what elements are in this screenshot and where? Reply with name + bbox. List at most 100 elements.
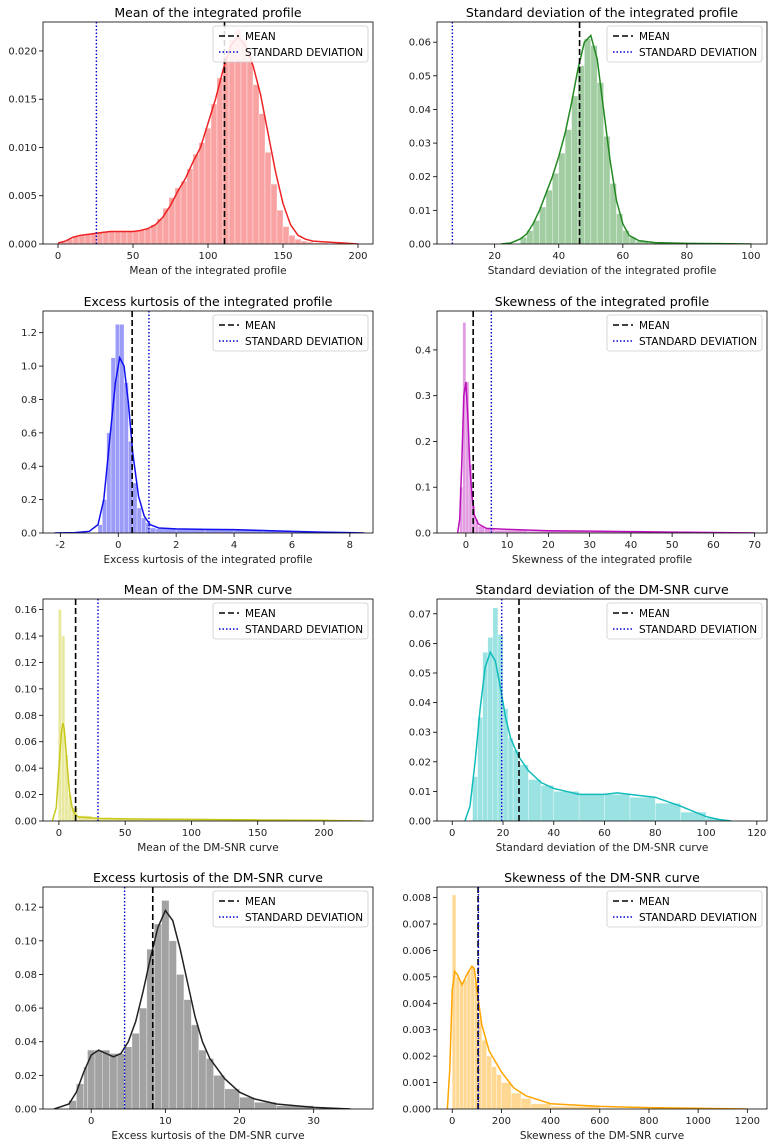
legend-sd-label: STANDARD DEVIATION [639,912,757,924]
histogram-bar [124,1046,133,1109]
plot-area [51,599,364,821]
chart-panel-6: 0 20 40 60 80 100 120 0.00 0.01 0.02 0.03 0.04 0.05 0… [409,582,768,854]
legend: MEAN STANDARD DEVIATION [212,890,369,928]
x-tick-label: 200 [348,251,367,262]
histogram-bar [83,1066,88,1109]
y-tick-label: 0.001 [402,1078,431,1089]
legend-sd-label: STANDARD DEVIATION [639,336,757,348]
x-tick-label: 6 [289,540,295,551]
plot-area [54,311,365,533]
x-tick-label: 40 [552,251,565,262]
histogram-bar [210,103,218,244]
legend-mean-label: MEAN [639,320,670,332]
plot-area [57,22,359,244]
x-tick-label: 0 [88,1116,94,1127]
histogram-bar [451,894,457,1109]
chart-title: Skewness of the DM-SNR curve [504,870,700,885]
histogram-bar [186,168,194,244]
histogram-bar [528,779,542,821]
x-tick-label: 150 [248,828,267,839]
y-tick-label: 0.02 [15,790,37,801]
histogram-bar [149,527,157,533]
histogram-bar [470,965,475,1109]
plot-area [53,887,351,1109]
x-tick-label: 20 [488,251,501,262]
chart-panel-8: 0 200 400 600 800 1000 1200 0.000 0.001 0.002 0.00… [402,870,768,1142]
histogram-bar [312,242,329,244]
x-tick-label: 60 [598,828,611,839]
histogram-bar [680,811,707,821]
y-tick-label: 0.08 [15,711,37,722]
y-tick-label: 0.015 [8,95,37,106]
histogram-bar [540,785,555,821]
histogram-bar [97,524,103,533]
chart-title: Mean of the integrated profile [114,5,302,20]
histogram-bar [224,1088,240,1109]
histogram-bar [115,324,121,533]
y-tick-label: 0.8 [21,395,37,406]
histogram-bar [168,940,177,1109]
y-tick-label: 0.007 [402,920,431,931]
y-tick-label: 0.03 [409,728,431,739]
histogram-bar [213,1075,225,1109]
legend-box [212,602,369,640]
histogram-bar [264,152,272,244]
axes-frame [436,598,768,822]
histogram-bar [144,228,152,244]
histogram-bar [216,77,224,244]
kde-line [501,33,751,244]
chart-title: Mean of the DM-SNR curve [124,582,293,597]
y-tick-label: 0.06 [15,737,37,748]
y-tick-label: 0.006 [402,946,431,957]
y-tick-label: 0.05 [409,71,431,82]
y-tick-label: 1.0 [21,362,37,373]
x-tick-label: 70 [748,540,761,551]
histogram-bar [141,517,147,533]
plot-area [451,22,751,244]
histogram-bar [108,231,116,244]
histogram-bar [512,749,519,821]
x-tick-label: 1200 [735,1116,760,1127]
histogram-bar [168,197,176,244]
histogram-bar [94,1049,103,1109]
histogram-bar [486,1055,492,1109]
histogram-bar [78,235,86,244]
legend-box [606,602,763,640]
x-tick-label: 40 [547,828,560,839]
histogram-bar [510,1092,522,1109]
chart-panel-3: -2 0 2 4 6 8 0.0 0.2 0.4 0.6 0.8 1.0 1.2 Excess kurto… [21,294,374,566]
histogram-bar [294,238,302,244]
histogram-bar [584,38,592,244]
x-tick-label: 10 [159,1116,172,1127]
x-axis-label: Excess kurtosis of the DM-SNR curve [111,1130,304,1142]
histogram-bar [604,794,631,821]
histogram-bar [501,1082,512,1109]
histogram-bar [150,224,158,244]
x-axis-label: Excess kurtosis of the integrated profil… [104,554,313,566]
x-tick-label: 50 [119,828,132,839]
histogram-bar [176,974,185,1109]
histogram-bar [629,797,656,821]
x-tick-label: 50 [666,540,679,551]
histogram-bar [530,1103,551,1109]
legend-mean-label: MEAN [639,31,670,43]
chart-title: Skewness of the integrated profile [495,294,710,309]
axes-frame [42,310,374,534]
legend-sd-label: STANDARD DEVIATION [245,912,363,924]
x-tick-label: 0 [449,1116,455,1127]
histogram-bar [192,153,200,244]
axes-frame [436,21,768,245]
histogram-bar [204,127,212,244]
x-tick-label: 20 [233,1116,246,1127]
histogram-bar [119,324,125,533]
histogram-bar [492,607,499,821]
histogram-bar [276,209,284,244]
y-tick-label: 0.10 [15,936,37,947]
y-tick-label: 0.04 [409,698,431,709]
x-tick-label: 600 [590,1116,609,1127]
histogram-bar [282,226,290,244]
y-tick-label: 0.002 [402,1052,431,1063]
histogram-bar [84,234,92,244]
y-tick-label: 0.04 [409,105,431,116]
